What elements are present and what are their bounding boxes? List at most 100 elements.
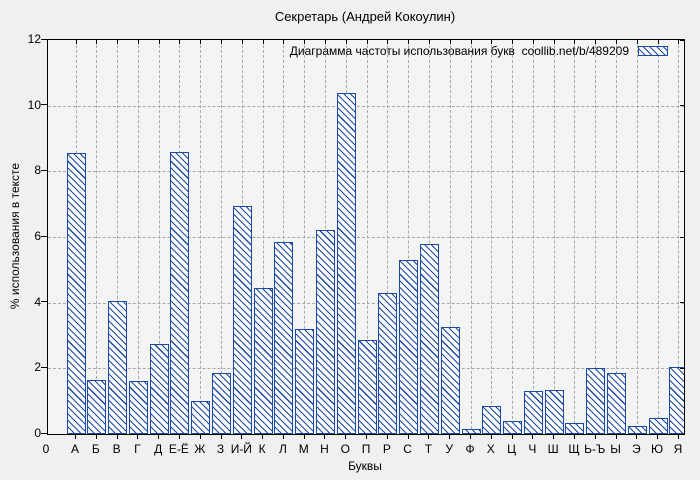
gridline-horizontal (48, 302, 684, 304)
gridline-vertical (595, 40, 597, 434)
bar-Е-Ё (170, 151, 190, 434)
gridline-vertical (616, 40, 618, 434)
x-tick-bottom (490, 434, 492, 439)
x-origin-label: 0 (42, 442, 50, 456)
x-tick-bottom (511, 434, 513, 439)
bar-hatch-pattern (150, 344, 168, 433)
y-tick-label-10: 10 (27, 97, 41, 112)
gridline-vertical (657, 40, 659, 434)
bar-П (357, 340, 377, 434)
y-tick-left (41, 104, 47, 106)
gridline-vertical (200, 40, 202, 434)
x-tick-bottom (178, 434, 180, 439)
gridline-vertical (678, 40, 680, 434)
bar-hatch-pattern (566, 423, 584, 433)
y-tick-left (41, 366, 47, 368)
bar-Т (419, 243, 439, 434)
bar-Ю (648, 417, 668, 434)
x-tick-label-Ы: Ы (610, 442, 621, 456)
x-tick-label-Ь-Ъ: Ь-Ъ (584, 442, 606, 456)
x-tick-bottom (75, 434, 76, 439)
bar-hatch-pattern (504, 421, 522, 433)
plot-canvas (48, 40, 684, 434)
x-tick-top (636, 40, 638, 44)
gridline-vertical (366, 40, 368, 434)
x-tick-bottom (199, 434, 201, 439)
x-tick-top (595, 40, 597, 44)
gridline-horizontal (48, 171, 684, 173)
x-tick-bottom (470, 434, 471, 439)
bar-hatch-pattern (587, 369, 605, 433)
legend-swatch (638, 46, 668, 56)
x-tick-label-Е-Ё: Е-Ё (168, 442, 189, 456)
y-tick-right (680, 236, 684, 238)
bar-hatch-pattern (129, 382, 147, 433)
bar-Э (627, 425, 647, 434)
x-tick-top (491, 40, 493, 44)
x-tick-label-Ц: Ц (507, 442, 517, 456)
y-tick-right (680, 170, 684, 172)
bar-hatch-pattern (670, 367, 684, 433)
gridline-vertical (470, 40, 472, 434)
bar-hatch-pattern (462, 430, 480, 433)
x-tick-top (283, 40, 285, 44)
x-tick-top (657, 40, 659, 44)
bar-hatch-pattern (88, 380, 106, 433)
x-tick-top (387, 40, 389, 44)
x-tick-top (179, 40, 181, 44)
bar-hatch-pattern (233, 206, 251, 433)
x-tick-label-Р: Р (382, 442, 391, 456)
bar-Х (482, 406, 502, 434)
x-tick-bottom (262, 434, 264, 439)
bar-hatch-pattern (296, 329, 314, 433)
x-tick-bottom (303, 434, 305, 439)
bar-Д (149, 343, 169, 434)
x-tick-label-К: К (258, 442, 266, 456)
x-tick-label-У: У (445, 442, 454, 456)
y-tick-label-6: 6 (34, 229, 41, 243)
bar-Г (128, 381, 148, 434)
x-tick-bottom (366, 434, 368, 439)
x-tick-top (428, 40, 430, 44)
y-tick-right (680, 40, 684, 41)
y-tick-right (680, 367, 684, 369)
bar-hatch-pattern (379, 293, 397, 433)
x-tick-label-С: С (403, 442, 412, 456)
gridline-vertical (387, 40, 389, 434)
x-tick-bottom (407, 434, 409, 439)
x-tick-label-Л: Л (278, 442, 287, 456)
bar-hatch-pattern (358, 341, 376, 433)
y-tick-label-2: 2 (34, 360, 41, 375)
bar-Я (669, 366, 684, 434)
bar-З (212, 373, 232, 434)
y-tick-right (680, 433, 684, 434)
x-tick-top (262, 40, 264, 44)
y-tick-right (680, 302, 684, 304)
bar-У (440, 327, 460, 434)
gridline-vertical (553, 40, 555, 434)
gridline-vertical (428, 40, 430, 434)
x-axis-title: Буквы (348, 459, 382, 473)
x-tick-label-Ф: Ф (465, 442, 475, 456)
bar-Щ (565, 422, 585, 434)
gridline-vertical (449, 40, 451, 434)
bar-Ч (523, 391, 543, 434)
x-tick-top (366, 40, 368, 44)
x-tick-label-З: З (216, 442, 225, 456)
legend: Диаграмма частоты использования букв coo… (290, 44, 668, 58)
x-tick-bottom (428, 434, 430, 439)
y-tick-left (41, 38, 47, 40)
x-tick-label-Э: Э (632, 442, 641, 456)
x-tick-bottom (386, 434, 388, 439)
x-tick-label-Д: Д (154, 442, 163, 456)
bar-hatch-pattern (213, 374, 231, 433)
bar-Ш (544, 389, 564, 434)
x-tick-label-П: П (361, 442, 371, 456)
bar-В (108, 301, 128, 434)
bar-Р (378, 292, 398, 434)
y-tick-label-4: 4 (34, 294, 41, 309)
x-tick-bottom (594, 434, 596, 439)
x-tick-bottom (220, 434, 222, 439)
bar-О (336, 92, 356, 434)
bar-hatch-pattern (67, 154, 85, 433)
